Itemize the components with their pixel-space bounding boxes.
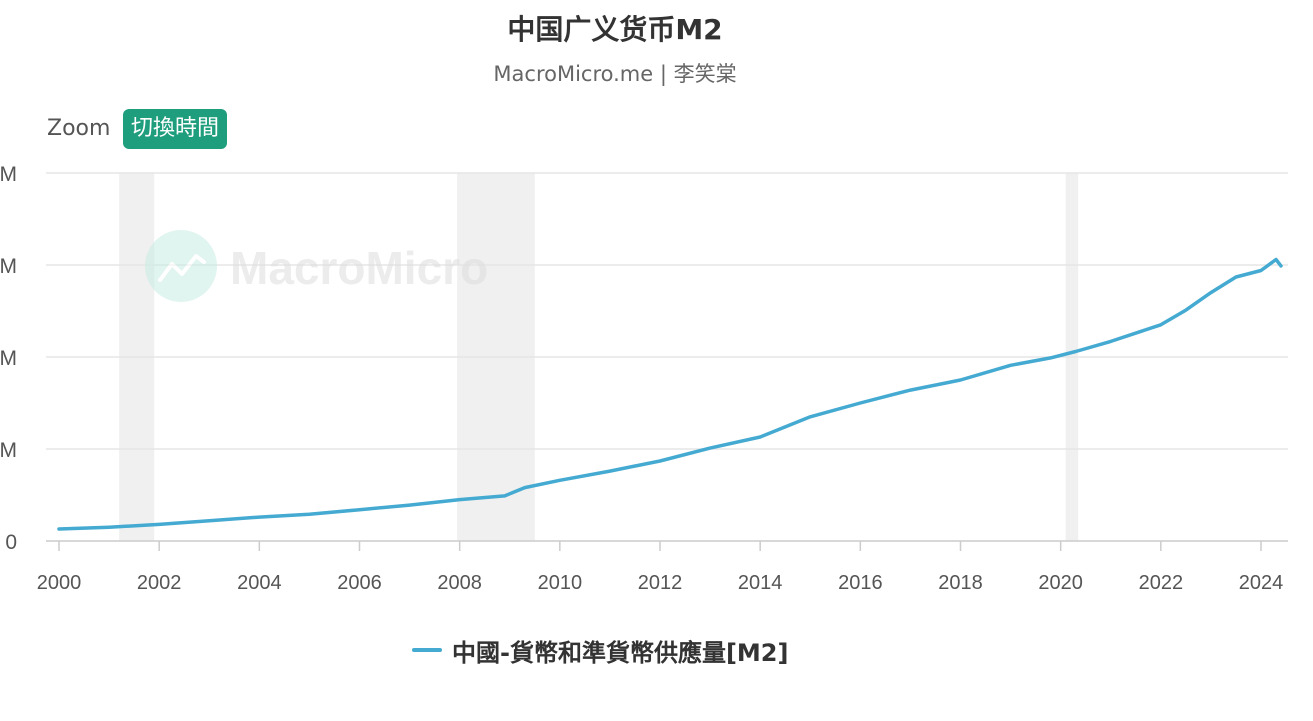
y-tick-label: M (0, 255, 17, 278)
x-tick-label: 2010 (538, 572, 583, 594)
y-tick-label: M (0, 439, 17, 462)
series-line-m2 (57, 257, 1283, 531)
zoom-label: Zoom (47, 116, 111, 141)
watermark-logo-icon (145, 230, 217, 302)
chart-title: 中国广义货币M2 (507, 13, 723, 46)
gridlines (46, 172, 1288, 450)
y-tick-label: M (0, 163, 17, 186)
toggle-time-button[interactable]: 切換時間 (123, 109, 228, 149)
x-tick-label: 2008 (437, 572, 482, 594)
legend-line-swatch (412, 648, 442, 652)
y-axis-labels: M M M M 0 (0, 163, 17, 554)
y-tick-label: 0 (5, 531, 17, 554)
x-tick-label: 2022 (1139, 572, 1184, 594)
watermark-logo: MacroMicro (145, 230, 488, 302)
x-tick-label: 2020 (1038, 572, 1083, 594)
legend-label: 中國-貨幣和準貨幣供應量[M2] (452, 638, 789, 667)
watermark-chart-icon (158, 254, 206, 282)
chart-subtitle: MacroMicro.me | 李笑棠 (493, 62, 737, 86)
line-chart: MacroMicro 2000 2002 2004 2006 2008 2010 2012 2… (0, 163, 1288, 594)
x-tick-label: 2000 (37, 572, 82, 594)
series (57, 257, 1283, 531)
x-tick-label: 2016 (838, 572, 883, 594)
x-tick-label: 2024 (1239, 572, 1284, 594)
x-tick-label: 2006 (337, 572, 382, 594)
x-tick-label: 2018 (938, 572, 983, 594)
x-tick-label: 2014 (738, 572, 783, 594)
x-tick-label: 2012 (638, 572, 683, 594)
x-tick-label: 2002 (137, 572, 182, 594)
legend[interactable]: 中國-貨幣和準貨幣供應量[M2] (412, 632, 788, 668)
watermark-text: MacroMicro (230, 242, 488, 294)
x-axis: 2000 2002 2004 2006 2008 2010 2012 2014 2016 2018… (37, 540, 1288, 594)
y-tick-label: M (0, 347, 17, 370)
x-tick-label: 2004 (237, 572, 282, 594)
